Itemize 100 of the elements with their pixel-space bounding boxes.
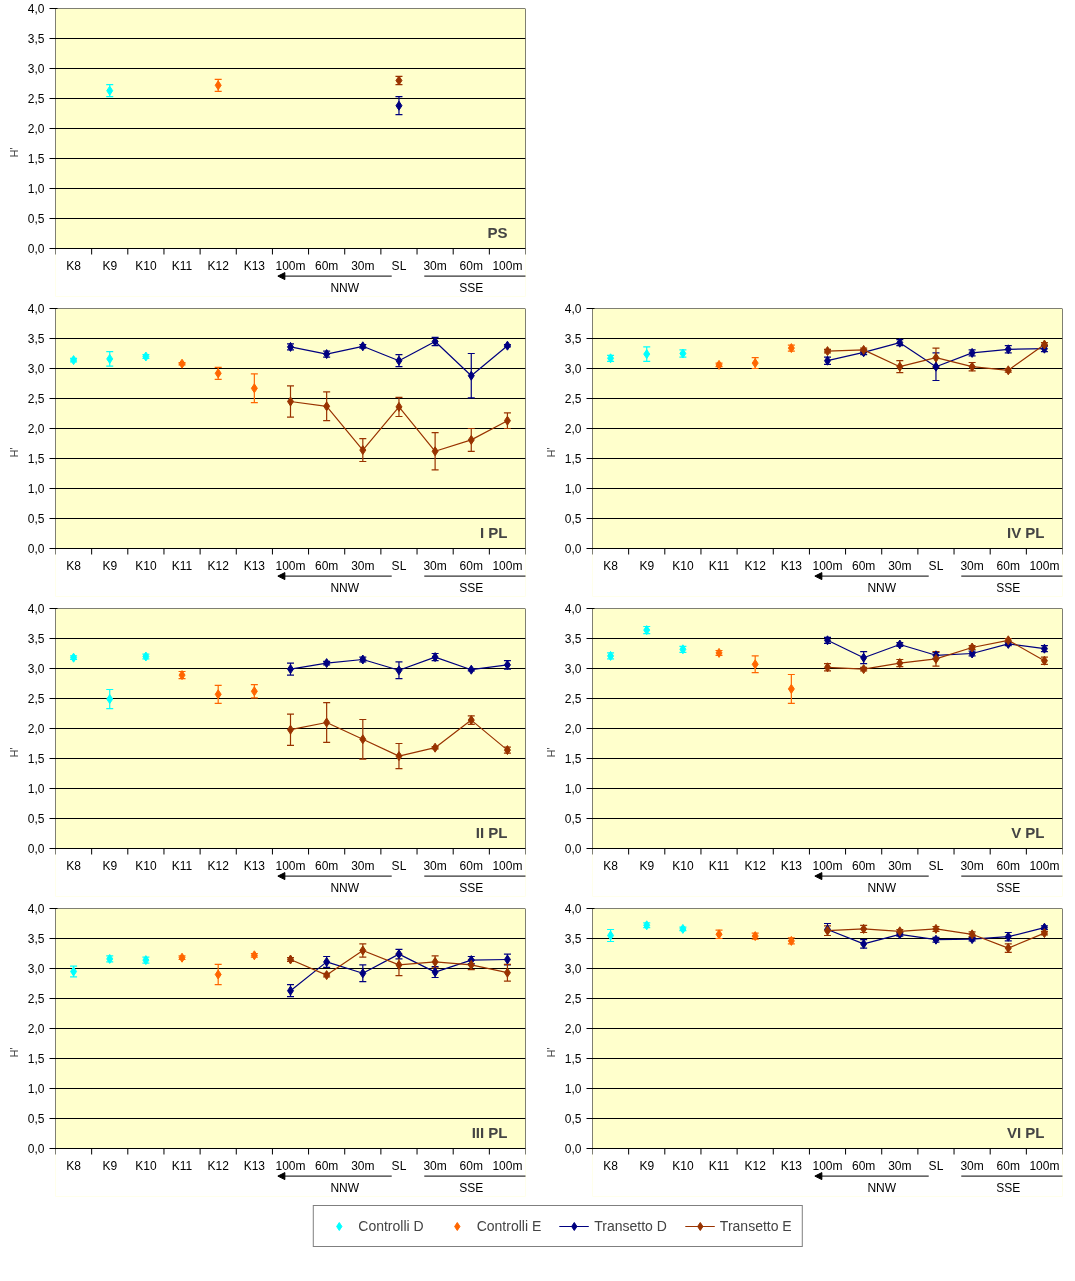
y-tick-label: 1,5 — [564, 1052, 582, 1066]
y-tick-label: 2,5 — [564, 992, 582, 1006]
y-tick-label: 0,5 — [564, 812, 582, 826]
x-tick-label: K10 — [135, 859, 157, 874]
text: NNW — [867, 880, 897, 895]
x-tick-label: 100m — [275, 859, 306, 874]
x-tick-label: K8 — [66, 259, 82, 274]
x-tick-label: K8 — [66, 1159, 82, 1174]
text: NNW — [867, 580, 897, 595]
x-tick-label: K10 — [135, 259, 157, 274]
y-axis-title: H' — [7, 1047, 20, 1058]
y-tick-label: 0,0 — [564, 542, 582, 556]
x-tick-label: 100m — [812, 559, 843, 574]
y-tick-label: 0,0 — [27, 842, 45, 856]
x-tick-label: K12 — [207, 259, 230, 274]
y-tick-label: 0,5 — [564, 1112, 582, 1126]
x-tick-label: 100m — [275, 559, 306, 574]
y-tick-label: 1,0 — [27, 482, 45, 496]
y-tick-label: 0,0 — [27, 1142, 45, 1156]
y-tick-label: 2,0 — [27, 422, 45, 436]
x-tick-label: K9 — [102, 859, 118, 874]
y-tick-label: 3,5 — [564, 932, 582, 946]
y-tick-label: 2,0 — [27, 1022, 45, 1036]
x-tick-label: K13 — [780, 859, 803, 874]
x-tick-label: SL — [928, 859, 944, 874]
x-tick-label: 100m — [492, 259, 523, 274]
text: I PL — [480, 523, 508, 541]
y-tick-label: 0,5 — [27, 512, 45, 526]
x-tick-label: 30m — [423, 1159, 447, 1174]
x-tick-label: 60m — [459, 259, 483, 274]
x-tick-label: K10 — [672, 859, 694, 874]
x-tick-label: 30m — [423, 559, 447, 574]
x-tick-label: 30m — [423, 859, 447, 874]
y-tick-label: 2,5 — [27, 92, 45, 106]
y-tick-label: 1,5 — [27, 152, 45, 166]
y-tick-label: 4,0 — [27, 602, 45, 616]
y-tick-label: 2,5 — [27, 392, 45, 406]
x-tick-label: K8 — [603, 859, 619, 874]
y-tick-label: 0,0 — [564, 842, 582, 856]
x-tick-label: 60m — [459, 859, 483, 874]
y-axis-title: H' — [7, 747, 20, 758]
x-tick-label: K9 — [639, 859, 655, 874]
x-tick-label: 100m — [492, 559, 523, 574]
x-tick-label: 100m — [1029, 559, 1060, 574]
x-tick-label: 60m — [314, 1159, 339, 1174]
x-tick-label: 30m — [351, 559, 375, 574]
y-axis-title: H' — [7, 147, 20, 158]
text: NNW — [330, 880, 360, 895]
y-tick-label: 1,5 — [27, 452, 45, 466]
y-tick-label: 1,0 — [27, 1082, 45, 1096]
y-tick-label: 2,0 — [564, 722, 582, 736]
x-tick-label: K13 — [780, 559, 803, 574]
x-tick-label: 60m — [314, 259, 339, 274]
x-tick-label: K11 — [171, 559, 193, 574]
x-tick-label: K10 — [672, 1159, 694, 1174]
y-tick-label: 3,0 — [564, 962, 582, 976]
x-tick-label: 60m — [459, 1159, 483, 1174]
x-tick-label: 100m — [812, 1159, 843, 1174]
x-tick-label: 30m — [351, 859, 375, 874]
x-tick-label: 100m — [275, 1159, 306, 1174]
y-tick-label: 1,5 — [27, 752, 45, 766]
y-tick-label: 0,5 — [564, 512, 582, 526]
x-tick-label: 60m — [996, 859, 1020, 874]
y-tick-label: 3,0 — [27, 662, 45, 676]
y-axis-title: H' — [544, 447, 557, 458]
x-tick-label: K13 — [243, 559, 266, 574]
y-tick-label: 4,0 — [27, 302, 45, 316]
y-tick-label: 2,0 — [27, 722, 45, 736]
text: PS — [487, 223, 508, 241]
text: NNW — [867, 1180, 897, 1195]
x-tick-label: K12 — [207, 859, 230, 874]
x-tick-label: 100m — [492, 1159, 523, 1174]
y-tick-label: 0,0 — [27, 242, 45, 256]
x-tick-label: K12 — [744, 1159, 767, 1174]
y-axis-title: H' — [544, 747, 557, 758]
x-tick-label: K10 — [135, 1159, 157, 1174]
x-tick-label: K9 — [102, 259, 118, 274]
x-tick-label: K8 — [603, 559, 619, 574]
y-tick-label: 3,5 — [27, 32, 45, 46]
y-tick-label: 4,0 — [564, 902, 582, 916]
y-axis-title: H' — [7, 447, 20, 458]
x-tick-label: SL — [391, 559, 407, 574]
x-tick-label: K12 — [207, 559, 230, 574]
y-tick-label: 2,5 — [564, 692, 582, 706]
text: VI PL — [1006, 1123, 1045, 1141]
x-tick-label: 60m — [851, 559, 876, 574]
y-tick-label: 0,0 — [27, 542, 45, 556]
x-tick-label: 60m — [459, 559, 483, 574]
x-tick-label: 30m — [960, 1159, 984, 1174]
y-tick-label: 4,0 — [564, 302, 582, 316]
legend-label: Controlli D — [358, 1218, 424, 1234]
x-tick-label: K13 — [780, 1159, 803, 1174]
x-tick-label: K13 — [243, 259, 266, 274]
x-tick-label: K12 — [744, 859, 767, 874]
x-tick-label: K11 — [171, 1159, 193, 1174]
text: IV PL — [1006, 523, 1045, 541]
x-tick-label: K11 — [708, 559, 730, 574]
x-tick-label: 30m — [888, 1159, 912, 1174]
x-tick-label: K10 — [672, 559, 694, 574]
x-tick-label: 100m — [1029, 859, 1060, 874]
